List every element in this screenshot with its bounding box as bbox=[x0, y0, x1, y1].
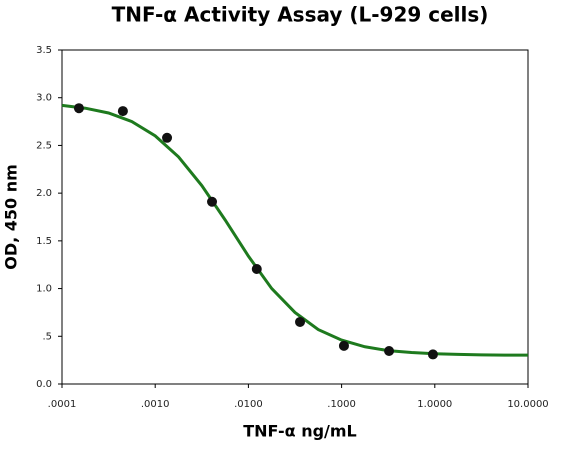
data-point bbox=[338, 340, 349, 351]
x-tick-label: .0100 bbox=[234, 399, 263, 410]
y-tick-label: 2.5 bbox=[36, 140, 52, 151]
y-tick-label: 3.5 bbox=[36, 45, 52, 56]
data-point bbox=[384, 345, 395, 356]
data-point bbox=[162, 132, 173, 143]
plot-frame bbox=[61, 49, 529, 385]
fit-curve bbox=[61, 103, 529, 357]
data-point bbox=[251, 264, 262, 275]
x-tick-label: .0001 bbox=[48, 399, 77, 410]
y-tick-label: 1.0 bbox=[36, 284, 52, 295]
y-tick-label: 2.0 bbox=[36, 188, 52, 199]
y-axis-label: OD, 450 nm bbox=[2, 164, 21, 270]
x-tick-label: .0010 bbox=[141, 399, 170, 410]
y-tick-label: 3.0 bbox=[36, 93, 52, 104]
data-point bbox=[295, 316, 306, 327]
data-point bbox=[427, 349, 438, 360]
y-tick-label: 1.5 bbox=[36, 236, 52, 247]
x-tick-label: 1.0000 bbox=[417, 399, 452, 410]
chart-title: TNF-α Activity Assay (L-929 cells) bbox=[112, 3, 489, 27]
x-axis-label: TNF-α ng/mL bbox=[243, 422, 357, 441]
y-tick-label: 0.0 bbox=[36, 379, 52, 390]
data-point bbox=[73, 103, 84, 114]
data-point bbox=[117, 106, 128, 117]
x-tick-label: .1000 bbox=[327, 399, 356, 410]
data-point bbox=[207, 196, 218, 207]
y-tick-label: .5 bbox=[42, 331, 52, 342]
x-tick-label: 10.0000 bbox=[507, 399, 548, 410]
